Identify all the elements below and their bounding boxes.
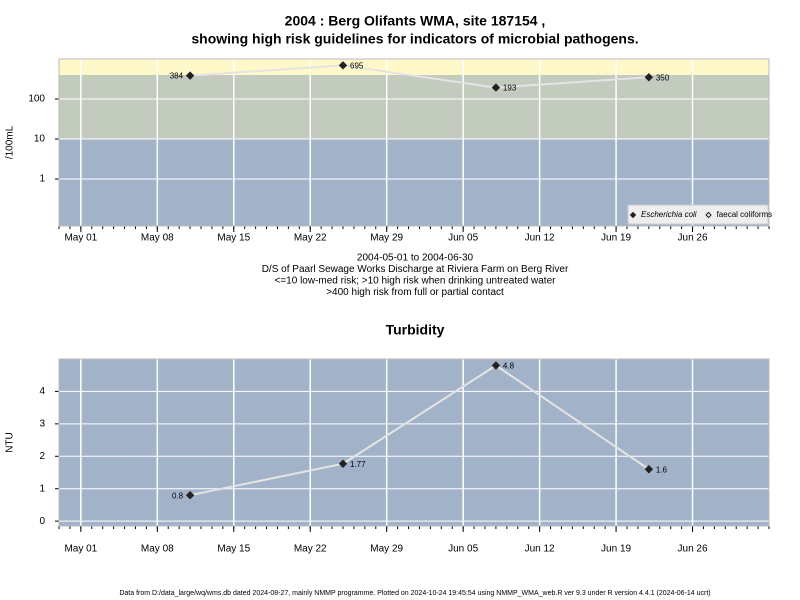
y-tick-label: 3 — [39, 418, 45, 429]
data-point — [644, 73, 654, 82]
data-label: 0.8 — [172, 491, 184, 500]
note: D/S of Paarl Sewage Works Discharge at R… — [262, 264, 569, 275]
x-tick-label: May 22 — [294, 544, 327, 555]
x-tick-label: Jun 05 — [448, 233, 478, 244]
data-label: 384 — [170, 72, 184, 81]
legend: Escherichia coli faecal coliforms — [627, 204, 773, 225]
y-tick-label: 4 — [39, 386, 45, 397]
chart-title: 2004 : Berg Olifants WMA, site 187154 , — [285, 13, 546, 29]
risk-band — [59, 59, 769, 75]
plot-frame — [58, 58, 770, 227]
x-tick-label: Jun 26 — [678, 233, 708, 244]
data-point — [338, 61, 348, 70]
y-tick-label: 1 — [39, 483, 45, 494]
y-tick-label: 10 — [34, 134, 46, 145]
footer: Data from D:/data_large/wq/wms.db dated … — [119, 590, 710, 597]
legend-marker — [705, 211, 712, 219]
data-point — [644, 465, 654, 474]
y-tick-label: 2 — [39, 451, 45, 462]
data-label: 193 — [503, 84, 517, 93]
y-tick-label: 100 — [28, 94, 45, 105]
series-line — [189, 364, 650, 497]
note: 2004-05-01 to 2004-06-30 — [357, 253, 474, 264]
x-tick-label: May 15 — [217, 544, 250, 555]
x-tick-label: May 29 — [370, 544, 403, 555]
chart-subtitle: showing high risk guidelines for indicat… — [191, 31, 638, 47]
legend-marker — [629, 211, 637, 219]
x-tick-label: Jun 12 — [525, 544, 555, 555]
plot-frame — [58, 358, 770, 527]
note: <=10 low-med risk; >10 high risk when dr… — [275, 276, 557, 287]
data-label: 1.6 — [656, 465, 668, 474]
chart-title: Turbidity — [386, 322, 445, 338]
x-tick-label: May 01 — [64, 233, 97, 244]
data-point — [338, 459, 348, 468]
series-line — [190, 64, 649, 89]
risk-band — [59, 74, 769, 140]
legend-label: faecal coliforms — [717, 210, 773, 219]
y-tick-label: 0 — [39, 516, 45, 527]
data-point — [491, 361, 501, 370]
data-label: 1.77 — [350, 460, 366, 469]
data-label: 350 — [656, 73, 670, 82]
x-tick-label: Jun 19 — [601, 544, 631, 555]
y-axis-label: NTU — [5, 432, 16, 453]
x-tick-label: May 08 — [141, 544, 174, 555]
plot-background — [59, 359, 769, 526]
data-point — [185, 490, 195, 500]
y-tick-label: 1 — [39, 174, 45, 185]
data-point — [491, 83, 501, 92]
x-tick-label: Jun 05 — [448, 544, 478, 555]
x-tick-label: Jun 26 — [678, 544, 708, 555]
data-label: 4.8 — [503, 362, 515, 371]
legend-label: Escherichia coli — [641, 210, 697, 219]
x-tick-label: Jun 19 — [601, 233, 631, 244]
x-tick-label: May 01 — [64, 544, 97, 555]
x-tick-label: May 29 — [370, 233, 403, 244]
note: >400 high risk from full or partial cont… — [326, 287, 504, 298]
data-label: 695 — [350, 61, 364, 70]
x-tick-label: May 08 — [141, 233, 174, 244]
y-axis-label: /100mL — [5, 125, 16, 159]
data-point — [185, 71, 195, 80]
x-tick-label: Jun 12 — [525, 233, 555, 244]
x-tick-label: May 22 — [294, 233, 327, 244]
legend-box — [627, 204, 769, 225]
x-tick-label: May 15 — [217, 233, 250, 244]
